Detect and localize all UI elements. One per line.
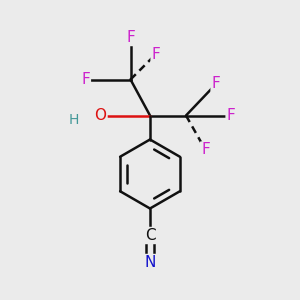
Text: O: O bbox=[94, 108, 106, 123]
Text: N: N bbox=[144, 255, 156, 270]
Text: F: F bbox=[226, 108, 236, 123]
Text: F: F bbox=[152, 46, 160, 62]
Text: C: C bbox=[145, 228, 155, 243]
Text: F: F bbox=[201, 142, 210, 158]
Text: F: F bbox=[126, 30, 135, 45]
Text: H: H bbox=[68, 113, 79, 127]
Text: F: F bbox=[212, 76, 220, 92]
Text: F: F bbox=[81, 72, 90, 87]
